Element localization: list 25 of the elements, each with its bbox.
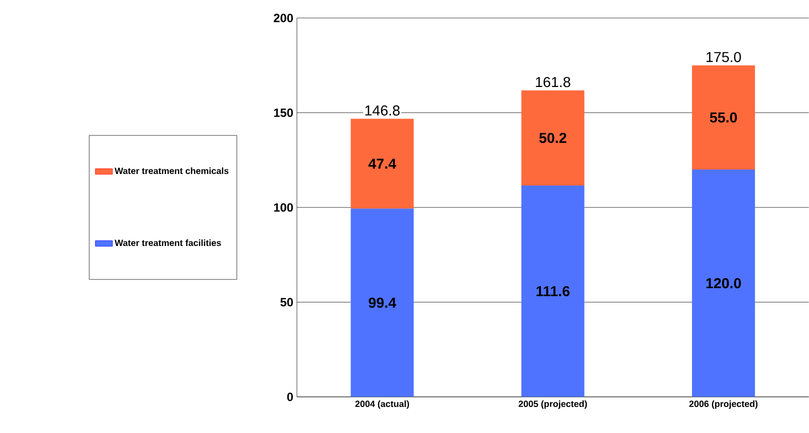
legend-label: Water treatment facilities xyxy=(114,239,221,246)
y-tick-label: 50 xyxy=(280,298,293,306)
data-label: 120.0 xyxy=(706,278,741,288)
data-label: 99.4 xyxy=(368,298,396,308)
bar xyxy=(350,118,414,209)
bar xyxy=(692,170,755,397)
bar xyxy=(521,186,584,397)
data-label: 111.6 xyxy=(536,286,570,296)
total-label: 161.8 xyxy=(536,77,570,88)
y-tick-label: 0 xyxy=(287,392,293,402)
y-tick-label: 200 xyxy=(274,14,293,22)
total-label: 175.0 xyxy=(706,52,741,62)
bar xyxy=(350,208,414,397)
total-label: 146.8 xyxy=(365,105,400,116)
bar xyxy=(521,90,584,186)
y-tick-label: 100 xyxy=(274,203,293,212)
data-label: 55.0 xyxy=(710,112,737,123)
y-tick-label: 150 xyxy=(274,108,293,118)
data-label: 47.4 xyxy=(368,158,396,169)
x-tick-label: 2004 (actual) xyxy=(355,400,410,409)
x-tick-label: 2005 (projected) xyxy=(518,400,587,409)
data-label: 50.2 xyxy=(539,132,566,144)
bar xyxy=(692,65,755,170)
legend-label: Water treatment chemicals xyxy=(114,167,228,174)
x-tick-label: 2006 (projected) xyxy=(689,400,758,409)
